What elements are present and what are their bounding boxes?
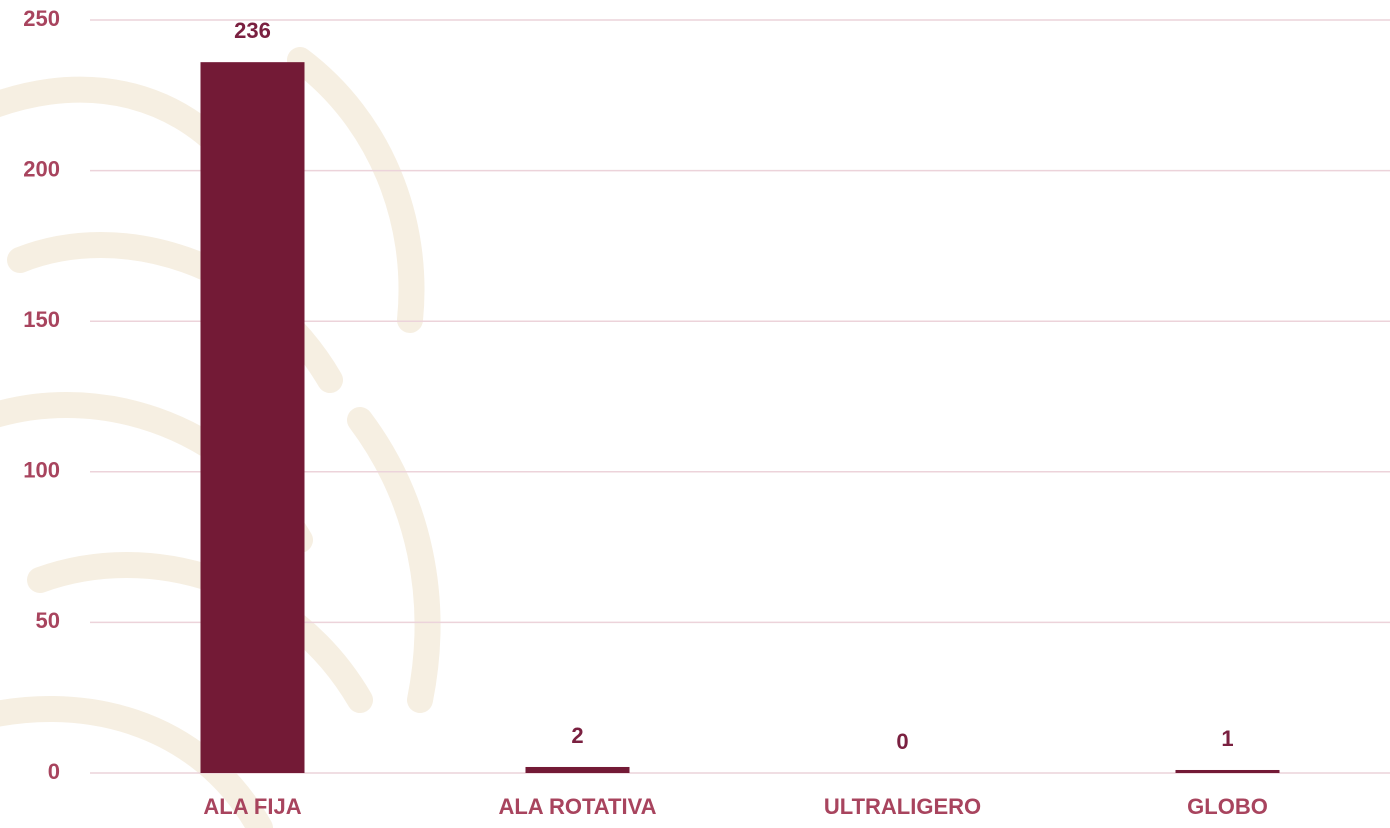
y-tick-label: 0 — [48, 759, 60, 784]
y-tick-label: 100 — [23, 458, 60, 483]
bar — [200, 62, 305, 774]
x-tick-label: ULTRALIGERO — [824, 794, 981, 819]
y-tick-label: 50 — [36, 608, 60, 633]
value-label: 1 — [1221, 726, 1233, 751]
bar — [1175, 769, 1280, 773]
x-tick-label: ALA FIJA — [203, 794, 301, 819]
value-label: 2 — [571, 723, 583, 748]
y-tick-label: 250 — [23, 6, 60, 31]
y-tick-label: 200 — [23, 156, 60, 181]
background-watermark — [0, 47, 441, 828]
x-tick-label: ALA ROTATIVA — [498, 794, 656, 819]
bar — [525, 766, 630, 773]
value-label: 0 — [896, 729, 908, 754]
y-tick-label: 150 — [23, 307, 60, 332]
value-label: 236 — [234, 18, 271, 43]
x-tick-label: GLOBO — [1187, 794, 1268, 819]
